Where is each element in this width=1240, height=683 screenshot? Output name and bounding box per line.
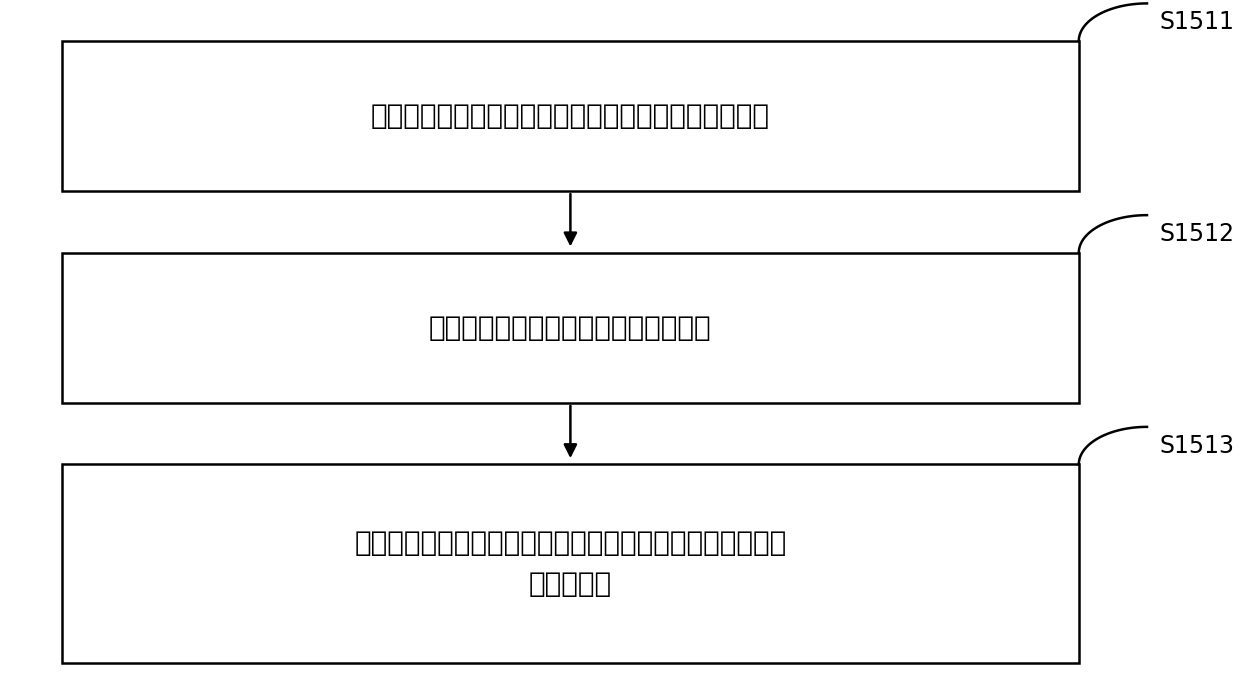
Bar <box>62 253 1079 403</box>
Text: 充放电机进入静置状态，停止功率输出: 充放电机进入静置状态，停止功率输出 <box>429 314 712 342</box>
Text: 充放电机进行放电操作，达到放电截止条件后停止放电: 充放电机进行放电操作，达到放电截止条件后停止放电 <box>371 102 770 130</box>
Text: S1513: S1513 <box>1159 434 1234 458</box>
Bar <box>62 41 1079 191</box>
Text: S1512: S1512 <box>1159 222 1234 246</box>
Bar <box>62 464 1079 663</box>
Text: 静置预设时间后充放电机进行充电操作，达到充电截止条件
后停止充电: 静置预设时间后充放电机进行充电操作，达到充电截止条件 后停止充电 <box>355 529 786 598</box>
Text: S1511: S1511 <box>1159 10 1234 34</box>
